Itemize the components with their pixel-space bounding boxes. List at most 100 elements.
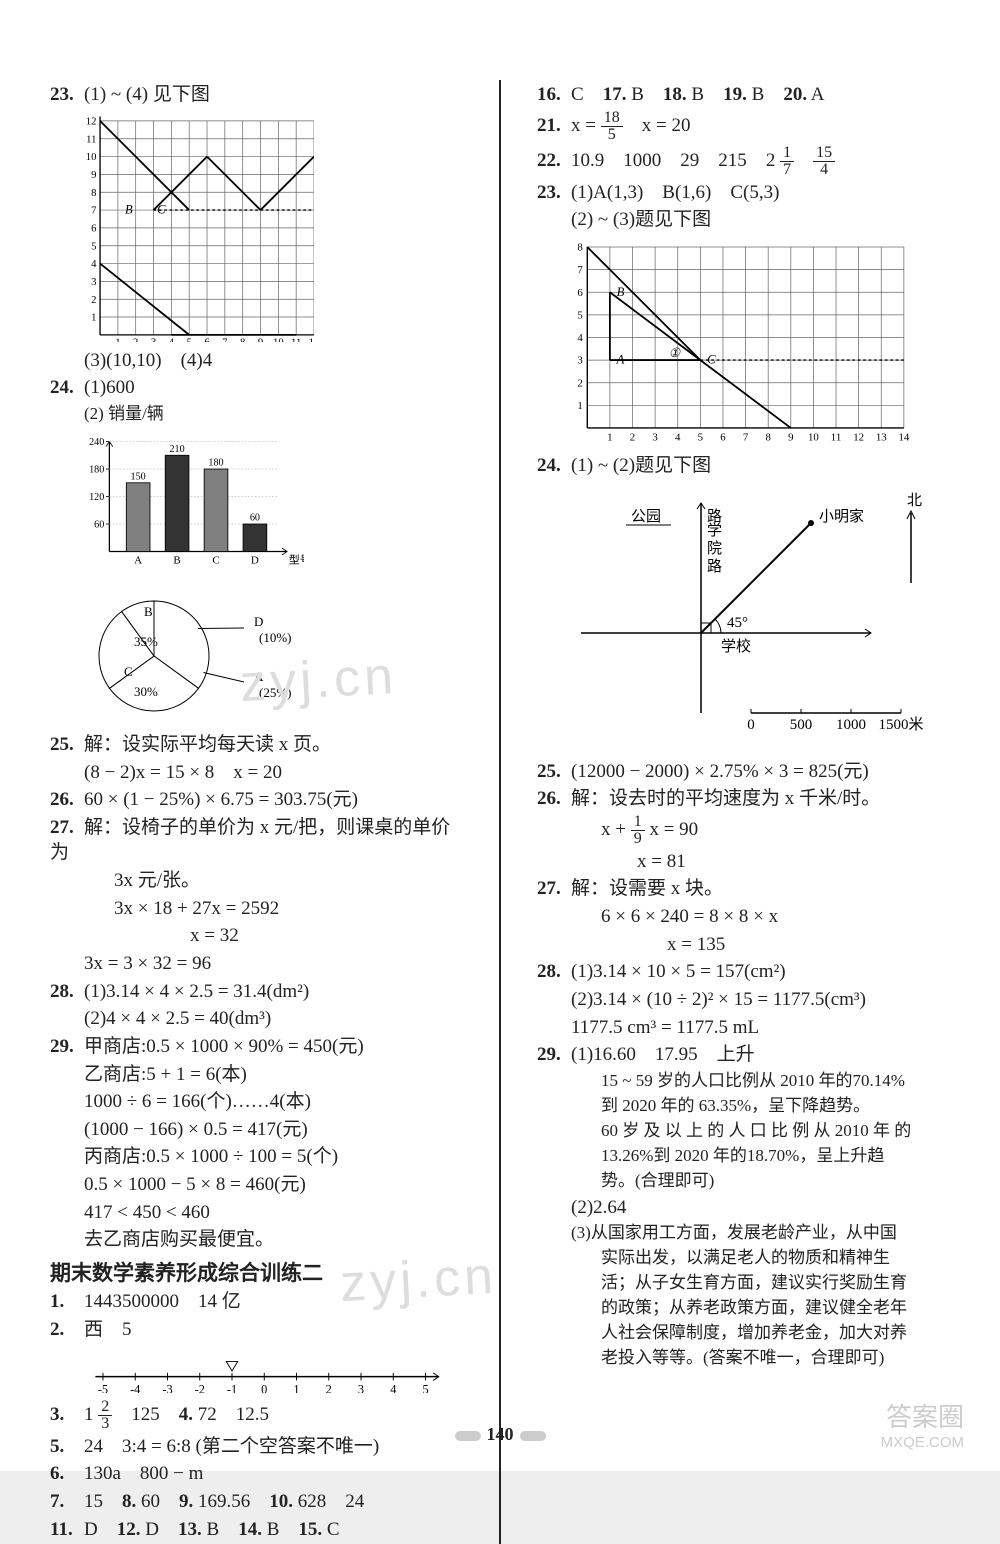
p18: B	[691, 84, 704, 105]
r-q29-l5: 13.26%到 2020 年的18.70%，呈上升趋	[601, 1146, 884, 1165]
r-q26-l2: x + 19 x = 90	[601, 819, 698, 840]
q28-l2: (2)4 × 4 × 2.5 = 40(dm³)	[84, 1008, 271, 1029]
svg-text:6: 6	[577, 287, 583, 299]
svg-text:-5: -5	[98, 1382, 108, 1392]
svg-text:3: 3	[577, 355, 582, 367]
p1: 1443500000 14 亿	[84, 1291, 241, 1312]
svg-text:5: 5	[422, 1382, 428, 1392]
r-q29-l13: 老投入等等。(答案不唯一，合理即可)	[601, 1348, 884, 1367]
section-title: 期末数学素养形成综合训练二	[50, 1259, 463, 1287]
svg-text:-2: -2	[195, 1382, 205, 1392]
svg-text:10: 10	[86, 151, 97, 163]
svg-text:3: 3	[151, 336, 156, 341]
r-q29-l1: (1)16.60 17.95 上升	[571, 1044, 755, 1065]
q26: 60 × (1 − 25%) × 6.75 = 303.75(元)	[84, 789, 358, 810]
svg-text:2: 2	[630, 432, 635, 444]
svg-text:60: 60	[250, 513, 260, 524]
q29-l1: 甲商店:0.5 × 1000 × 90% = 450(元)	[84, 1036, 364, 1057]
p8: 60	[141, 1491, 160, 1512]
p15: C	[327, 1519, 340, 1540]
q29-l8: 去乙商店购买最便宜。	[84, 1229, 274, 1250]
svg-text:3: 3	[652, 432, 657, 444]
svg-text:-4: -4	[130, 1382, 140, 1392]
p13: B	[207, 1519, 220, 1540]
svg-text:学校: 学校	[721, 638, 751, 655]
q29-l4: (1000 − 166) × 0.5 = 417(元)	[84, 1119, 308, 1140]
r-q23-l1: (1)A(1,3) B(1,6) C(5,3)	[571, 182, 779, 203]
p4: 72 12.5	[198, 1404, 269, 1425]
svg-text:9: 9	[91, 169, 96, 181]
svg-text:2: 2	[133, 336, 138, 341]
svg-text:45°: 45°	[727, 615, 748, 631]
page-number: 140	[0, 1424, 1000, 1445]
p14: B	[267, 1519, 280, 1540]
q29-l3: 1000 ÷ 6 = 166(个)……4(本)	[84, 1091, 311, 1112]
right-column: 16.C 17. B 18. B 19. B 20. A 21.x = 185 …	[537, 80, 950, 1544]
svg-text:B: B	[125, 202, 133, 216]
svg-text:院: 院	[707, 539, 722, 557]
svg-text:B: B	[144, 604, 153, 619]
svg-text:2: 2	[91, 293, 96, 305]
svg-text:A: A	[134, 554, 142, 566]
q27-l3: 3x × 18 + 27x = 2592	[114, 898, 279, 919]
svg-text:C: C	[157, 202, 166, 216]
r-q28-l3: 1177.5 cm³ = 1177.5 mL	[571, 1017, 759, 1038]
svg-text:12: 12	[853, 432, 864, 444]
svg-text:4: 4	[390, 1382, 396, 1392]
p22: 10.9 1000 29 215 2 17 154	[571, 150, 835, 171]
svg-text:30%: 30%	[134, 684, 158, 699]
svg-text:12: 12	[86, 115, 97, 127]
svg-text:路: 路	[707, 558, 722, 575]
p20: A	[811, 84, 825, 105]
p16: C	[571, 84, 584, 105]
svg-text:6: 6	[91, 222, 97, 234]
r-q29-l12: 人社会保障制度，增加养老金，加大对养	[601, 1323, 907, 1342]
svg-text:3: 3	[91, 276, 96, 288]
svg-text:7: 7	[222, 336, 228, 341]
svg-text:公园: 公园	[631, 508, 661, 525]
svg-text:0: 0	[261, 1382, 267, 1392]
r-q29-l3: 到 2020 年的 63.35%，呈下降趋势。	[601, 1096, 870, 1115]
svg-text:B: B	[617, 285, 625, 299]
svg-text:120: 120	[89, 492, 104, 503]
number-line: -5-4-3-2-1012345	[84, 1347, 463, 1393]
q28-l1: (1)3.14 × 4 × 2.5 = 31.4(dm²)	[84, 981, 309, 1002]
p6: 130a 800 − m	[84, 1463, 203, 1484]
svg-text:(10%): (10%)	[259, 630, 292, 645]
svg-text:11: 11	[86, 133, 96, 145]
svg-text:8: 8	[240, 336, 245, 341]
r-q29-l7: (2)2.64	[571, 1197, 626, 1218]
q27-l2: 3x 元/张。	[114, 870, 200, 891]
r-q26-l3: x = 81	[637, 851, 686, 872]
svg-text:1: 1	[115, 336, 120, 341]
svg-text:4: 4	[675, 432, 681, 444]
q29-l7: 417 < 450 < 460	[84, 1202, 210, 1223]
svg-text:5: 5	[187, 336, 192, 341]
svg-text:路: 路	[707, 508, 722, 525]
svg-text:1: 1	[293, 1382, 299, 1392]
svg-text:8: 8	[765, 432, 771, 444]
r-q24-map: 公园学院路路小明家45°学校北050010001500米	[571, 483, 950, 753]
column-divider	[499, 80, 501, 1544]
p10: 628 24	[298, 1491, 365, 1512]
svg-text:小明家: 小明家	[819, 508, 864, 525]
svg-text:1: 1	[607, 432, 612, 444]
svg-text:A: A	[254, 669, 264, 684]
q24-pie: B35%C30%D(10%)A(25%)	[84, 586, 463, 726]
p12: D	[145, 1519, 159, 1540]
svg-text:240: 240	[89, 437, 104, 448]
r-q29-l11: 的政策；从养老政策方面，建议健全老年	[601, 1298, 907, 1317]
svg-text:500: 500	[790, 717, 813, 733]
svg-text:1: 1	[91, 311, 96, 323]
svg-text:B: B	[173, 554, 180, 566]
svg-text:10: 10	[273, 336, 284, 341]
svg-text:4: 4	[91, 258, 97, 270]
p11: D	[84, 1519, 98, 1540]
r-q24-head: (1) ~ (2)题见下图	[571, 455, 711, 476]
r-q29-l4: 60 岁 及 以 上 的 人 口 比 例 从 2010 年 的	[601, 1121, 911, 1140]
svg-text:210: 210	[169, 444, 184, 455]
q23-sub4: (4)4	[181, 350, 213, 371]
svg-text:9: 9	[788, 432, 793, 444]
svg-text:C: C	[707, 353, 716, 367]
r-q29-l8: (3)从国家用工方面，发展老龄产业，从中国	[571, 1223, 897, 1242]
